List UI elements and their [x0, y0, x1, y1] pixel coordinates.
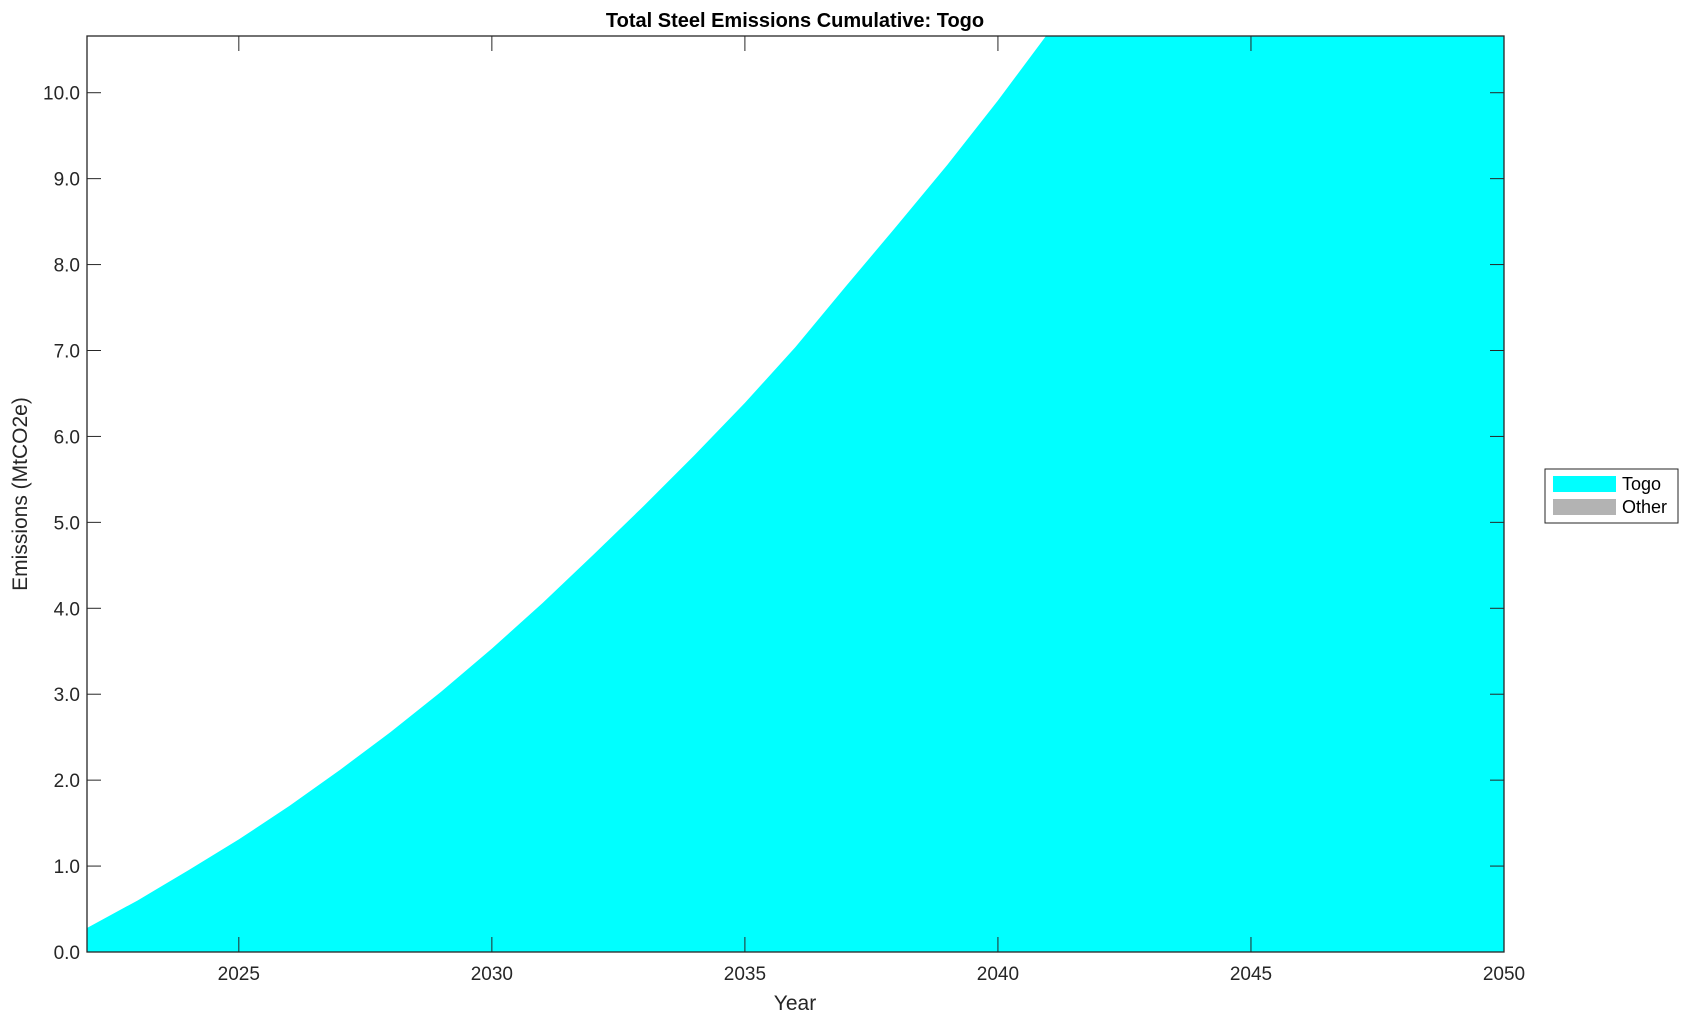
- area-togo: [87, 36, 1504, 952]
- x-tick-label: 2025: [218, 964, 260, 985]
- y-tick-label: 1.0: [54, 857, 80, 878]
- y-axis: 0.0 1.0 2.0 3.0 4.0 5.0 6.0 7.0 8.0 9.0 10.0: [43, 84, 1504, 964]
- x-tick-label: 2035: [724, 964, 766, 985]
- y-tick-label: 10.0: [43, 84, 80, 105]
- legend-swatch-togo: [1553, 476, 1616, 492]
- x-axis-label: Year: [774, 992, 816, 1015]
- chart-title: Total Steel Emissions Cumulative: Togo: [606, 10, 984, 32]
- legend-label-other: Other: [1622, 497, 1667, 517]
- area-layer: [87, 36, 1504, 952]
- x-axis: 2025 2030 2035 2040 2045 2050: [218, 36, 1525, 985]
- plot-frame: [86, 35, 1505, 953]
- y-tick-label: 0.0: [54, 943, 80, 964]
- y-axis-label: Emissions (MtCO2e): [9, 397, 32, 591]
- x-tick-label: 2050: [1483, 964, 1525, 985]
- x-tick-label: 2040: [977, 964, 1019, 985]
- y-tick-label: 3.0: [54, 685, 80, 706]
- y-tick-label: 5.0: [54, 513, 80, 534]
- y-tick-label: 6.0: [54, 427, 80, 448]
- legend: Togo Other: [1544, 468, 1679, 524]
- y-tick-label: 8.0: [54, 256, 80, 277]
- x-tick-label: 2030: [471, 964, 513, 985]
- legend-label-togo: Togo: [1622, 474, 1661, 494]
- y-tick-label: 9.0: [54, 170, 80, 191]
- x-tick-label: 2045: [1230, 964, 1272, 985]
- y-tick-label: 4.0: [54, 599, 80, 620]
- y-tick-label: 7.0: [54, 341, 80, 362]
- y-tick-label: 2.0: [54, 771, 80, 792]
- legend-swatch-other: [1553, 499, 1616, 515]
